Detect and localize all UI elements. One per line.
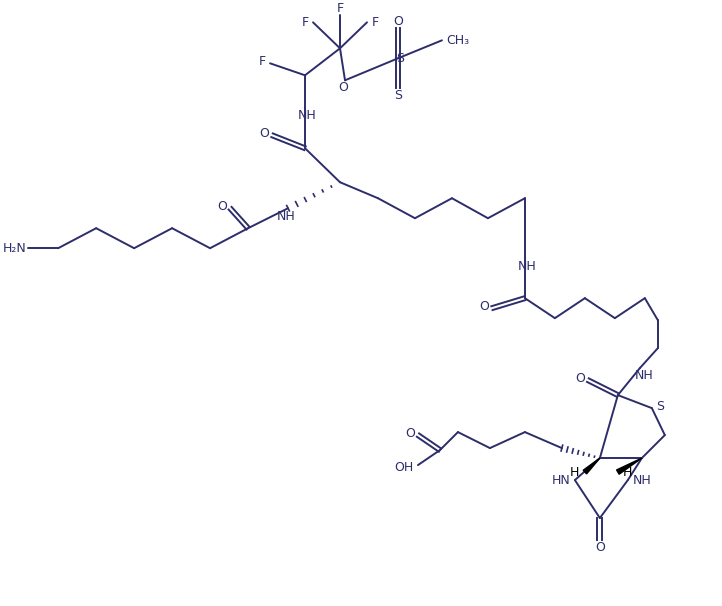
Text: S: S: [656, 399, 664, 413]
Text: F: F: [336, 2, 344, 15]
Text: H₂N: H₂N: [2, 242, 26, 255]
Polygon shape: [583, 458, 600, 474]
Text: NH: NH: [635, 368, 653, 382]
Text: O: O: [595, 541, 605, 553]
Text: O: O: [405, 427, 415, 439]
Text: O: O: [217, 200, 227, 213]
Text: H: H: [623, 465, 632, 479]
Text: O: O: [575, 371, 585, 385]
Polygon shape: [617, 458, 642, 474]
Text: F: F: [371, 16, 378, 29]
Text: NH: NH: [518, 260, 536, 273]
Text: H: H: [570, 465, 580, 479]
Text: O: O: [338, 81, 348, 94]
Text: F: F: [302, 16, 308, 29]
Text: CH₃: CH₃: [446, 34, 469, 47]
Text: NH: NH: [277, 210, 295, 223]
Text: S: S: [396, 52, 404, 65]
Text: F: F: [258, 55, 266, 68]
Text: OH: OH: [394, 461, 414, 473]
Text: O: O: [259, 127, 269, 140]
Text: HN: HN: [552, 473, 570, 487]
Text: S: S: [394, 89, 402, 102]
Text: O: O: [393, 15, 403, 28]
Text: NH: NH: [297, 108, 316, 122]
Text: O: O: [479, 300, 489, 313]
Text: NH: NH: [632, 473, 651, 487]
